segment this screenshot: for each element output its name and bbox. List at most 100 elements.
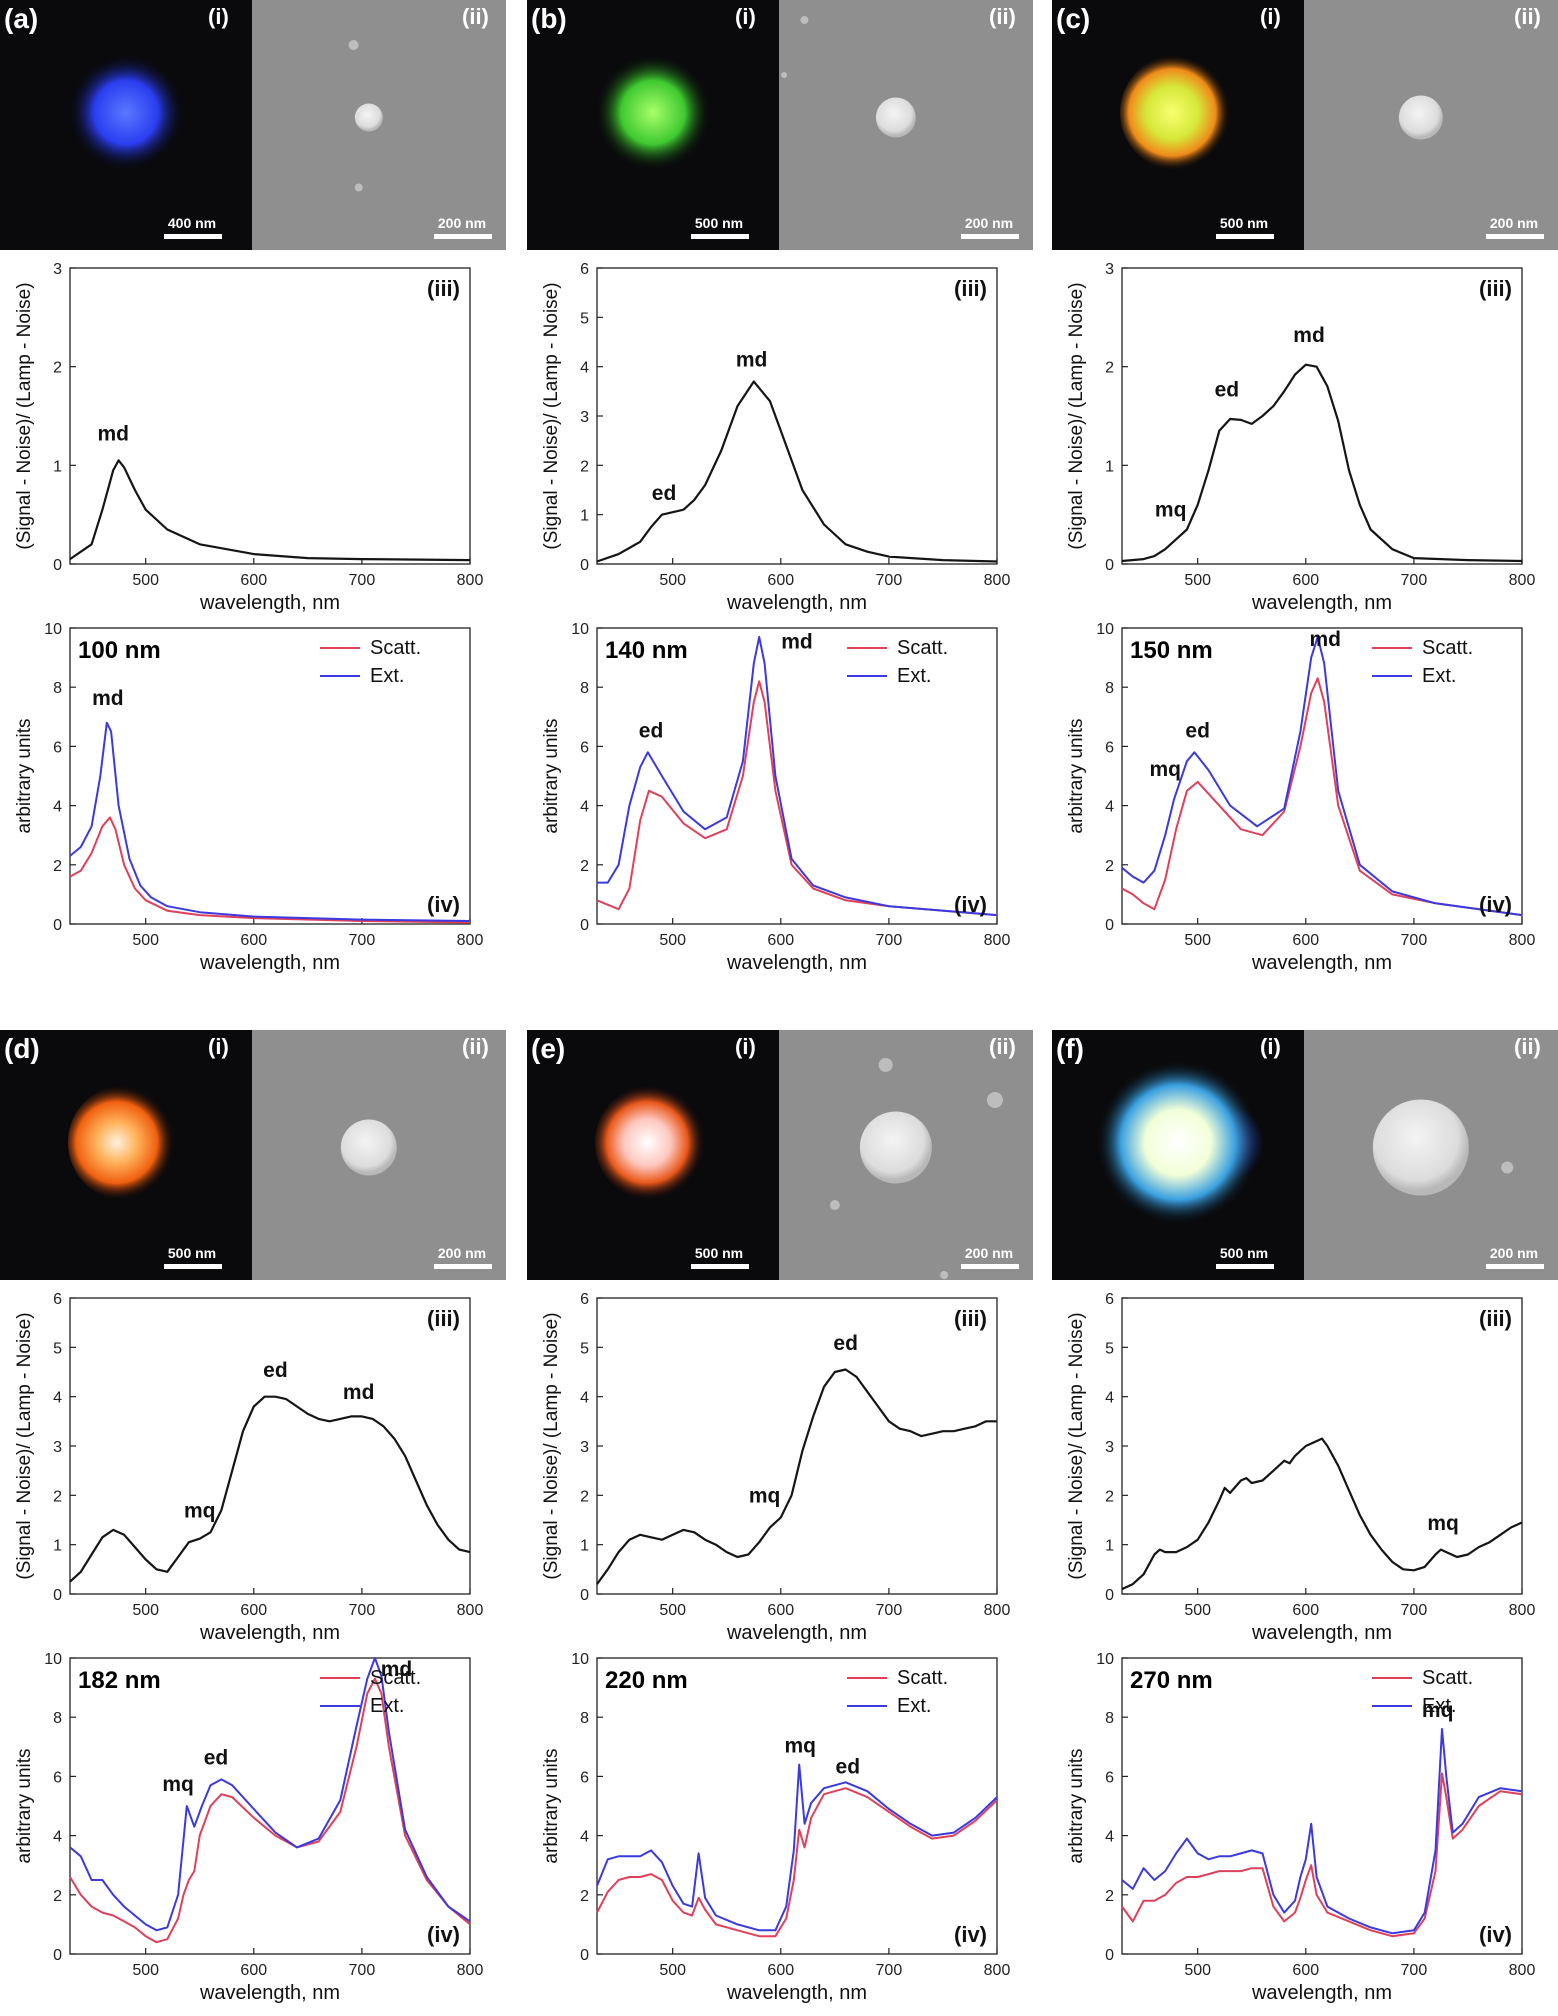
sem-scalebar (961, 1264, 1019, 1269)
measured-spectrum-curve (596, 1368, 997, 1585)
sem-scalebar-label: 200 nm (965, 1245, 1013, 1261)
y-tick-label: 0 (53, 1587, 62, 1604)
plot-frame (596, 627, 998, 925)
sub-label-ii: (ii) (462, 1034, 489, 1059)
panel-label: (d) (4, 1033, 40, 1064)
sem-debris (354, 183, 363, 192)
y-tick-label: 1 (53, 458, 62, 475)
y-tick-label: 8 (1105, 680, 1114, 697)
panel-a: (a) (i) (ii) 400 nm 200 nm 500 600 700 800 0 1 2 3 wa… (0, 0, 506, 974)
y-tick-label: 4 (580, 1829, 589, 1846)
x-tick-label: 500 (132, 572, 159, 589)
x-axis-label: wavelength, nm (199, 1622, 340, 1644)
y-tick-label: 8 (580, 1710, 589, 1727)
sub-label-iv: (iv) (954, 892, 987, 917)
panel-c: (c) (i) (ii) 500 nm 200 nm 500 600 700 800 0 1 2 3 wa… (1052, 0, 1558, 974)
mode-label-mq: mq (184, 1500, 216, 1523)
x-tick-label: 700 (1401, 1962, 1428, 1979)
sem-debris (986, 1092, 1003, 1108)
x-tick-label: 800 (984, 572, 1011, 589)
y-tick-label: 4 (580, 360, 589, 377)
y-axis-label: arbitrary units (14, 718, 35, 833)
y-tick-label: 8 (53, 680, 62, 697)
y-tick-label: 2 (53, 1888, 62, 1905)
y-tick-label: 6 (53, 739, 62, 756)
sub-label-i: (i) (208, 1034, 229, 1059)
nanoparticle (875, 97, 916, 138)
sem-scalebar-label: 200 nm (438, 1245, 486, 1261)
y-tick-label: 2 (580, 458, 589, 475)
x-tick-label: 600 (1292, 932, 1319, 949)
y-tick-label: 2 (1105, 1488, 1114, 1505)
x-axis-label: wavelength, nm (726, 952, 867, 974)
particle-size-label: 140 nm (605, 637, 688, 664)
x-tick-label: 800 (457, 572, 484, 589)
x-tick-label: 600 (767, 932, 794, 949)
darkfield-scalebar (1216, 1264, 1274, 1269)
sem-debris (940, 1271, 949, 1279)
extinction-curve (69, 1657, 471, 1932)
mode-label-mq: mq (1149, 758, 1181, 781)
mode-label-ed: ed (204, 1747, 229, 1770)
measured-spectrum-plot: 500 600 700 800 0 1 2 3 4 5 6 wavelength, nm (Signal… (541, 1291, 1010, 1644)
calculated-spectrum-plot: 500 600 700 800 0 2 4 6 8 10 wavelength, nm arbitra… (541, 621, 1010, 974)
legend-scatt-label: Scatt. (370, 637, 421, 659)
y-tick-label: 6 (580, 261, 589, 278)
scattering-curve (69, 816, 471, 924)
plot-frame (596, 1297, 998, 1595)
legend-scatt-label: Scatt. (897, 1667, 948, 1689)
y-tick-label: 8 (580, 680, 589, 697)
plot-frame (596, 1657, 998, 1955)
y-axis-label: (Signal - Noise)/ (Lamp - Noise) (1066, 1312, 1087, 1579)
y-tick-label: 4 (1105, 799, 1114, 816)
x-tick-label: 500 (1184, 1602, 1211, 1619)
sub-label-ii: (ii) (989, 1034, 1016, 1059)
y-tick-label: 4 (53, 1390, 62, 1407)
y-axis-label: (Signal - Noise)/ (Lamp - Noise) (541, 282, 562, 549)
y-axis-label: arbitrary units (1066, 1748, 1087, 1863)
y-tick-label: 6 (53, 1291, 62, 1308)
y-tick-label: 1 (580, 508, 589, 525)
y-tick-label: 4 (53, 1829, 62, 1846)
y-tick-label: 2 (1105, 858, 1114, 875)
y-tick-label: 0 (1105, 917, 1114, 934)
y-tick-label: 0 (580, 917, 589, 934)
extinction-curve (596, 1763, 998, 1932)
y-tick-label: 0 (580, 557, 589, 574)
y-tick-label: 4 (1105, 1390, 1114, 1407)
plot-frame (69, 267, 471, 565)
y-tick-label: 6 (1105, 1769, 1114, 1786)
mode-label-mq: mq (1155, 499, 1187, 522)
sub-label-iv: (iv) (1479, 892, 1512, 917)
x-tick-label: 600 (767, 572, 794, 589)
mode-label-mq: mq (749, 1485, 781, 1508)
x-tick-label: 500 (659, 932, 686, 949)
x-tick-label: 700 (876, 1962, 903, 1979)
mode-label-mq: mq (162, 1773, 194, 1796)
y-tick-label: 2 (580, 1888, 589, 1905)
y-tick-label: 6 (1105, 739, 1114, 756)
x-tick-label: 700 (876, 932, 903, 949)
plot-frame (1121, 627, 1523, 925)
x-tick-label: 700 (876, 1602, 903, 1619)
y-axis-label: (Signal - Noise)/ (Lamp - Noise) (14, 1312, 35, 1579)
sub-label-ii: (ii) (462, 4, 489, 29)
mode-label-md: md (1293, 324, 1325, 347)
x-tick-label: 800 (1509, 572, 1536, 589)
y-tick-label: 3 (1105, 1439, 1114, 1456)
y-tick-label: 10 (44, 1651, 62, 1668)
mode-label-ed: ed (263, 1359, 288, 1382)
sem-scalebar-label: 200 nm (1490, 1245, 1538, 1261)
particle-size-label: 150 nm (1130, 637, 1213, 664)
y-tick-label: 10 (1096, 621, 1114, 638)
x-tick-label: 500 (1184, 1962, 1211, 1979)
sub-label-iii: (iii) (954, 1306, 987, 1331)
x-axis-label: wavelength, nm (199, 592, 340, 614)
x-tick-label: 700 (876, 572, 903, 589)
legend-ext-label: Ext. (1422, 1695, 1456, 1717)
sem-scalebar (434, 1264, 492, 1269)
sub-label-ii: (ii) (989, 4, 1016, 29)
y-tick-label: 8 (53, 1710, 62, 1727)
x-tick-label: 700 (349, 1602, 376, 1619)
x-tick-label: 700 (1401, 932, 1428, 949)
